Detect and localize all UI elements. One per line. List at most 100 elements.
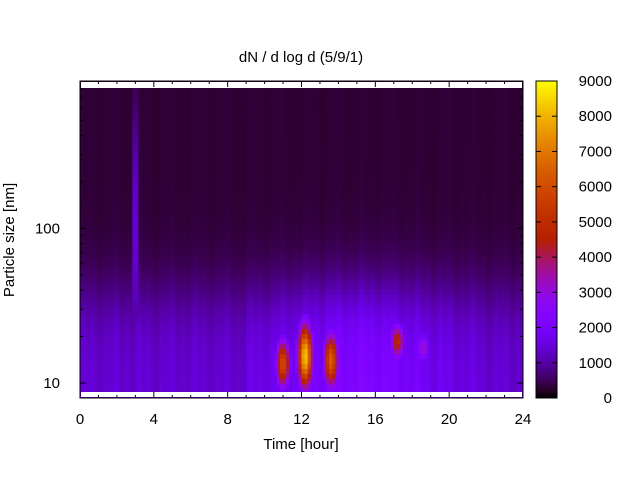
heatmap-cell xyxy=(129,105,133,112)
heatmap-cell xyxy=(144,303,149,310)
heatmap-cell xyxy=(178,155,183,161)
heatmap-cell xyxy=(110,165,115,171)
heatmap-cell xyxy=(83,318,87,325)
heatmap-cell xyxy=(178,165,183,171)
heatmap-cell xyxy=(206,214,210,221)
heatmap-cell xyxy=(89,150,93,156)
heatmap-cell xyxy=(86,185,90,191)
heatmap-cell xyxy=(181,284,186,290)
heatmap-cell xyxy=(116,348,121,355)
heatmap-cell xyxy=(132,313,136,320)
heatmap-cell xyxy=(166,298,170,305)
heatmap-cell xyxy=(172,125,176,132)
heatmap-cell xyxy=(150,313,155,320)
heatmap-cell xyxy=(135,110,140,117)
heatmap-cell xyxy=(129,194,133,201)
heatmap-cell xyxy=(178,308,183,315)
heatmap-cell xyxy=(113,279,118,285)
heatmap-cell xyxy=(206,100,210,107)
heatmap-cell xyxy=(159,259,164,265)
heatmap-cell xyxy=(116,308,121,315)
heatmap-cell xyxy=(144,328,149,335)
heatmap-cell xyxy=(95,269,100,275)
heatmap-cell xyxy=(129,249,133,255)
heatmap-cell xyxy=(169,313,173,320)
heatmap-cell xyxy=(166,239,170,246)
heatmap-cell xyxy=(129,150,133,156)
heatmap-cell xyxy=(150,224,155,231)
heatmap-cell xyxy=(86,378,90,384)
heatmap-cell xyxy=(156,259,161,265)
heatmap-cell xyxy=(138,115,143,122)
heatmap-cell xyxy=(166,333,170,340)
heatmap-cell xyxy=(163,105,167,112)
heatmap-cell xyxy=(83,85,87,92)
heatmap-cell xyxy=(98,175,103,181)
heatmap-cell xyxy=(156,100,161,107)
heatmap-cell xyxy=(113,120,118,127)
heatmap-cell xyxy=(113,328,118,335)
heatmap-cell xyxy=(172,229,176,236)
heatmap-cell xyxy=(190,150,195,156)
heatmap-cell xyxy=(166,343,170,350)
heatmap-cell xyxy=(163,90,167,97)
heatmap-cell xyxy=(166,185,170,191)
heatmap-cell xyxy=(89,194,93,201)
heatmap-cell xyxy=(169,160,173,166)
heatmap-cell xyxy=(119,135,124,142)
heatmap-cell xyxy=(80,120,84,127)
heatmap-cell xyxy=(172,85,176,92)
heatmap-cell xyxy=(138,189,143,196)
heatmap-cell xyxy=(123,298,127,305)
heatmap-cell xyxy=(184,348,189,355)
heatmap-cell xyxy=(123,229,127,236)
heatmap-cell xyxy=(150,100,155,107)
heatmap-cell xyxy=(206,353,210,359)
heatmap-cell xyxy=(107,160,112,166)
heatmap-cell xyxy=(196,358,201,364)
heatmap-cell xyxy=(206,259,210,265)
heatmap-cell xyxy=(169,115,173,122)
heatmap-cell xyxy=(199,338,204,345)
heatmap-cell xyxy=(89,264,93,270)
heatmap-cell xyxy=(89,368,93,374)
heatmap-cell xyxy=(190,328,195,335)
heatmap-cell xyxy=(144,293,149,300)
heatmap-cell xyxy=(138,353,143,359)
heatmap-cell xyxy=(199,110,204,117)
heatmap-cell xyxy=(141,234,146,241)
heatmap-cell xyxy=(172,323,176,330)
heatmap-cell xyxy=(156,140,161,146)
heatmap-cell xyxy=(138,323,143,330)
heatmap-cell xyxy=(80,170,84,176)
heatmap-cell xyxy=(147,209,152,216)
heatmap-cell xyxy=(92,244,96,250)
heatmap-cell xyxy=(95,353,100,359)
heatmap-cell xyxy=(147,125,152,132)
heatmap-cell xyxy=(181,388,186,394)
heatmap-cell xyxy=(175,125,180,132)
heatmap-cell xyxy=(163,239,167,246)
heatmap-cell xyxy=(203,95,207,102)
heatmap-cell xyxy=(92,284,96,290)
heatmap-cell xyxy=(163,95,167,102)
heatmap-cell xyxy=(184,199,189,206)
heatmap-cell xyxy=(86,293,90,300)
heatmap-cell xyxy=(153,343,158,350)
heatmap-cell xyxy=(147,348,152,355)
heatmap-cell xyxy=(92,388,96,394)
heatmap-cell xyxy=(126,318,130,325)
heatmap-cell xyxy=(206,338,210,345)
heatmap-cell xyxy=(209,373,213,379)
heatmap-cell xyxy=(89,254,93,260)
heatmap-cell xyxy=(184,313,189,320)
heatmap-cell xyxy=(150,293,155,300)
heatmap-cell xyxy=(132,150,136,156)
heatmap-cell xyxy=(132,284,136,290)
heatmap-cell xyxy=(135,284,140,290)
heatmap-cell xyxy=(138,249,143,255)
heatmap-cell xyxy=(147,343,152,350)
heatmap-cell xyxy=(129,373,133,379)
heatmap-cell xyxy=(178,363,183,369)
heatmap-cell xyxy=(83,165,87,171)
